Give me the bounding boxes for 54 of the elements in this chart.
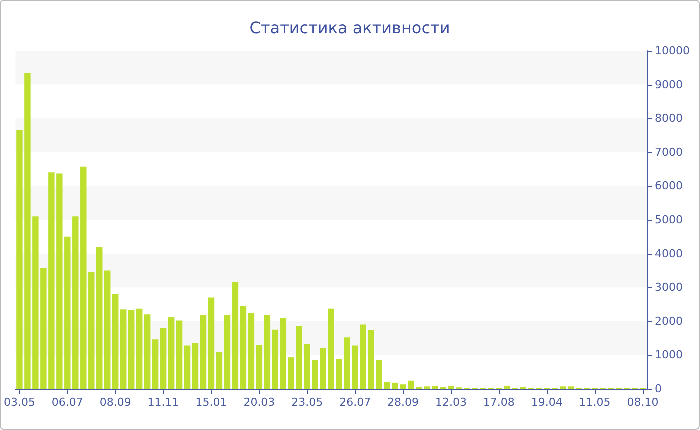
bar <box>96 247 103 389</box>
bar <box>128 310 135 389</box>
bar <box>120 310 127 389</box>
bar <box>272 330 279 389</box>
bar <box>248 312 255 389</box>
bar <box>304 344 311 389</box>
x-tick-label: 11.11 <box>148 396 180 409</box>
bar <box>232 282 239 389</box>
bar <box>104 270 111 389</box>
bar <box>136 308 143 389</box>
bar <box>200 314 207 389</box>
bar <box>224 315 231 389</box>
bar <box>192 343 199 389</box>
bar <box>280 318 287 389</box>
y-tick-label: 3000 <box>655 281 683 294</box>
y-tick-label: 4000 <box>655 247 683 260</box>
x-tick-label: 08.09 <box>100 396 132 409</box>
bar <box>160 328 167 389</box>
bar <box>184 346 191 389</box>
x-tick-label: 03.05 <box>4 396 36 409</box>
bar <box>112 294 119 389</box>
bar <box>264 315 271 389</box>
y-tick-label: 1000 <box>655 348 683 362</box>
chart-title: Статистика активности <box>250 18 450 38</box>
bar <box>312 360 318 389</box>
bar <box>256 345 263 389</box>
x-tick-label: 12.03 <box>435 396 467 409</box>
y-tick-label: 6000 <box>655 180 683 193</box>
bar <box>288 358 295 389</box>
x-tick-label: 23.05 <box>292 396 324 409</box>
bar <box>168 317 175 389</box>
y-tick-label: 0 <box>655 382 662 396</box>
x-tick-label: 06.07 <box>52 396 84 409</box>
x-tick-label: 26.07 <box>340 396 372 409</box>
y-tick-label: 9000 <box>655 78 683 92</box>
x-tick-label: 19.04 <box>531 396 563 409</box>
x-tick-label: 28.09 <box>388 396 420 409</box>
y-tick-label: 10000 <box>655 44 690 58</box>
y-tick-label: 5000 <box>655 214 683 226</box>
bar <box>176 320 183 389</box>
bar <box>216 352 223 389</box>
bar <box>144 314 151 389</box>
bar <box>240 306 247 389</box>
x-tick-label: 08.10 <box>627 396 659 409</box>
bar <box>208 298 215 389</box>
x-tick-label: 11.05 <box>579 396 611 409</box>
y-tick-label: 7000 <box>655 146 683 159</box>
x-tick-label: 17.08 <box>483 396 515 409</box>
bar <box>152 340 159 389</box>
y-tick-label: 2000 <box>655 314 683 328</box>
x-tick-label: 15.01 <box>196 396 228 409</box>
y-tick-label: 8000 <box>655 112 683 126</box>
bar <box>296 326 303 389</box>
x-tick-label: 20.03 <box>244 396 276 409</box>
